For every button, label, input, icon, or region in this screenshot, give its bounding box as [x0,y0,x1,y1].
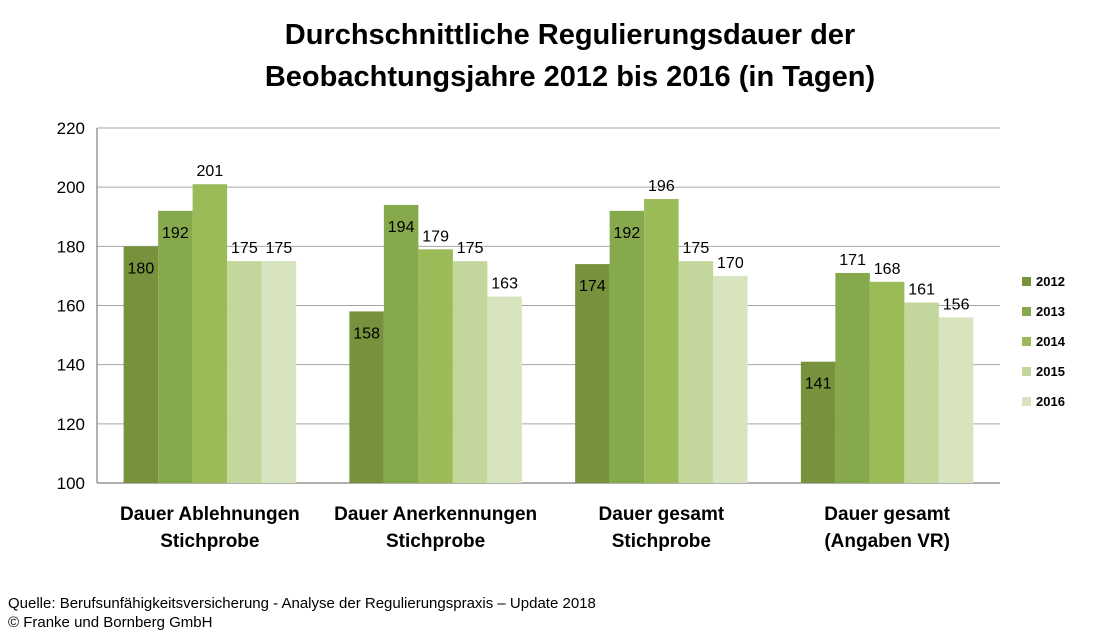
legend-label: 2015 [1036,364,1065,379]
legend-label: 2013 [1036,304,1065,319]
y-tick-label: 200 [57,178,85,197]
bar [452,261,488,483]
bar [869,281,905,483]
legend-swatch [1022,307,1031,316]
bar [835,272,870,483]
source-note: Quelle: Berufsunfähigkeitsversicherung -… [8,595,596,612]
x-tick-label: Dauer Ablehnungen [120,504,300,525]
data-label: 171 [839,252,866,269]
x-tick-label: Stichprobe [160,531,259,552]
data-label: 161 [908,282,935,299]
bar [487,296,522,483]
copyright-note: © Franke und Bornberg GmbH [8,614,213,631]
legend-swatch [1022,367,1031,376]
data-label: 163 [491,276,518,293]
bar [575,264,610,483]
legend-label: 2014 [1036,334,1066,349]
y-tick-label: 160 [57,297,85,316]
legend-swatch [1022,277,1031,286]
legend-swatch [1022,337,1031,346]
bar [383,204,419,483]
data-label: 179 [422,228,449,245]
data-label: 175 [231,240,258,257]
chart-title-line-2: Beobachtungsjahre 2012 bis 2016 (in Tage… [264,61,876,93]
x-tick-label: (Angaben VR) [824,531,950,552]
chart-title-line-1: Durchschnittliche Regulierungsdauer der [284,19,856,51]
bar [609,210,645,484]
data-label: 192 [614,225,641,242]
bar [158,210,193,484]
data-label: 201 [197,163,224,180]
bar [227,261,262,483]
data-label: 192 [162,225,189,242]
data-label: 196 [648,178,675,195]
legend-swatch [1022,397,1031,406]
data-label: 175 [266,240,293,257]
data-label: 194 [388,219,415,236]
legend-label: 2012 [1036,274,1065,289]
x-tick-label: Dauer gesamt [599,504,725,525]
x-tick-label: Stichprobe [612,531,711,552]
data-label: 156 [943,296,970,313]
footer: Quelle: Berufsunfähigkeitsversicherung -… [8,594,596,632]
bar [261,261,297,483]
y-tick-label: 180 [57,237,85,256]
data-label: 175 [683,240,710,257]
y-tick-label: 140 [57,356,85,375]
y-tick-label: 120 [57,415,85,434]
x-tick-label: Dauer gesamt [824,504,950,525]
data-label: 168 [874,261,901,278]
bar [800,361,836,483]
bar [123,246,159,483]
data-label: 158 [353,325,380,342]
bar [938,317,974,483]
bar-chart: 100 120 140 160 180 200 220 180 192 201 175 175 Daue… [57,119,1066,552]
chart-title: Durchschnittliche Regulierungsdauer der … [0,14,1100,98]
y-tick-label: 100 [57,474,85,493]
bar [349,311,384,483]
y-tick-label: 220 [57,119,85,138]
bar [192,184,228,484]
data-label: 180 [128,260,155,277]
bar [713,275,748,483]
data-label: 141 [805,376,832,393]
data-label: 175 [457,240,484,257]
bar [644,199,679,483]
data-label: 170 [717,255,744,272]
bar [678,261,714,483]
bar [418,249,453,483]
data-label: 174 [579,278,606,295]
legend-label: 2016 [1036,394,1065,409]
x-tick-label: Stichprobe [386,531,485,552]
bar [904,302,939,483]
x-tick-label: Dauer Anerkennungen [334,504,537,525]
